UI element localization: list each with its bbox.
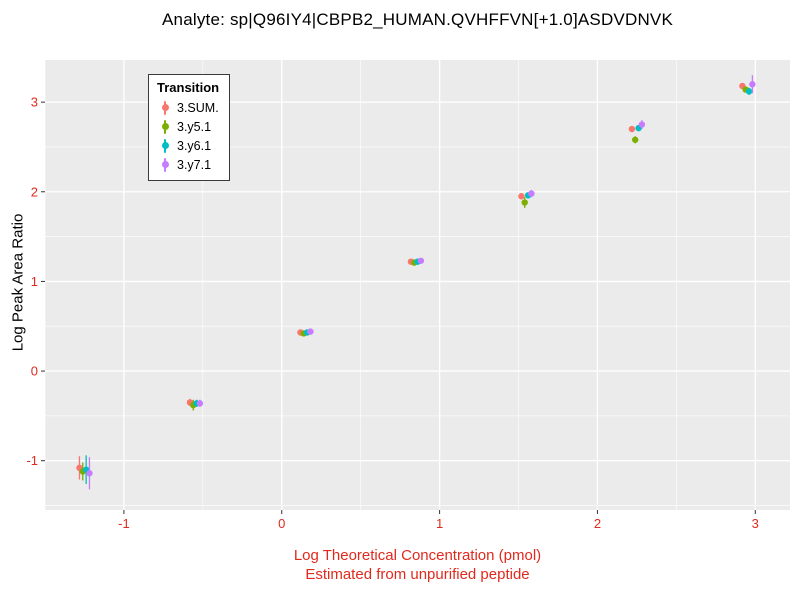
data-point [528, 190, 535, 197]
y-tick-label: -1 [26, 453, 38, 468]
data-point [518, 193, 525, 200]
legend: Transition 3.SUM. 3.y5.1 3.y6.1 3.y7.1 [148, 74, 231, 181]
x-tick-label: 3 [752, 516, 759, 531]
y-axis-label: Log Peak Area Ratio [9, 213, 27, 352]
legend-item: 3.y5.1 [157, 117, 219, 136]
legend-item: 3.y7.1 [157, 155, 219, 174]
x-tick-label: 1 [436, 516, 443, 531]
legend-item: 3.y6.1 [157, 136, 219, 155]
x-tick-label: 2 [594, 516, 601, 531]
legend-item: 3.SUM. [157, 98, 219, 117]
data-point [307, 328, 314, 335]
x-tick-label: -1 [118, 516, 130, 531]
legend-item-label: 3.y7.1 [177, 157, 212, 172]
data-point [631, 136, 639, 143]
legend-title: Transition [157, 80, 220, 95]
pointrange-swatch-icon [157, 119, 173, 135]
y-tick-label: 0 [31, 364, 38, 379]
legend-item-label: 3.y5.1 [177, 119, 212, 134]
pointrange-swatch-icon [157, 157, 173, 173]
data-point [628, 125, 636, 133]
legend-item-label: 3.SUM. [177, 100, 219, 115]
chart-title: Analyte: sp|Q96IY4|CBPB2_HUMAN.QVHFFVN[+… [162, 10, 673, 29]
y-tick-label: 2 [31, 184, 38, 199]
data-point [638, 121, 646, 128]
pointrange-swatch-icon [157, 100, 173, 116]
x-tick-label: 0 [278, 516, 285, 531]
pointrange-swatch-icon [157, 138, 173, 154]
data-point [196, 400, 204, 407]
x-axis-label: Log Theoretical Concentration (pmol) [293, 547, 542, 564]
legend-item-label: 3.y6.1 [177, 138, 212, 153]
y-tick-label: 3 [31, 95, 38, 110]
data-point [521, 199, 528, 206]
data-point [745, 88, 753, 95]
data-point [749, 81, 756, 88]
x-axis-sublabel: Estimated from unpurified peptide [305, 566, 530, 583]
y-tick-label: 1 [31, 274, 38, 289]
data-point [417, 257, 425, 264]
data-point [86, 470, 93, 477]
